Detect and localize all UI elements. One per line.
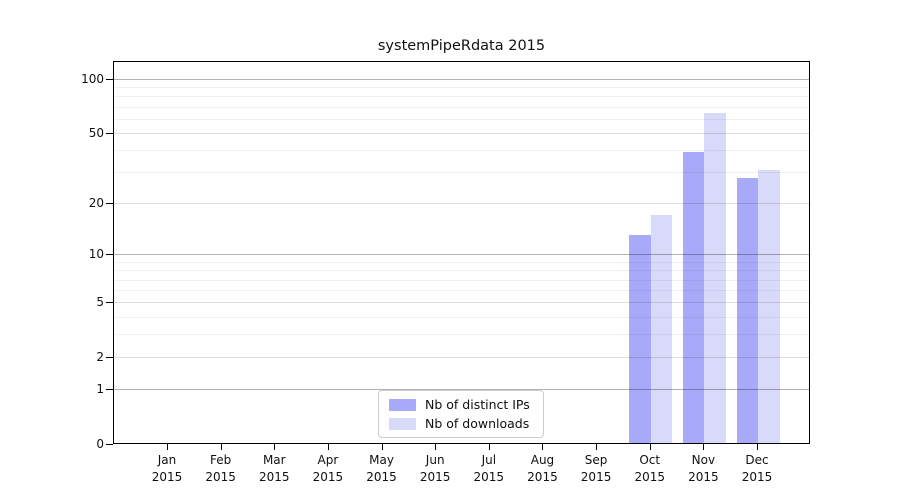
legend-item-downloads: Nb of downloads	[389, 416, 543, 431]
chart-title: systemPipeRdata 2015	[377, 38, 546, 54]
x-tick-jun	[435, 444, 437, 450]
gridline-y-3	[114, 334, 809, 336]
gridline-y-4	[114, 316, 809, 318]
gridline-y-6	[114, 290, 809, 292]
bar-downloads-nov	[704, 112, 726, 443]
x-tick-feb	[220, 444, 222, 450]
x-tick-label-sep: Sep 2015	[580, 453, 612, 484]
gridline-y-5	[114, 302, 809, 304]
y-tick-20	[106, 203, 113, 205]
y-tick-label-0: 0	[96, 437, 104, 451]
x-tick-label-nov: Nov 2015	[688, 453, 719, 484]
legend-swatch-downloads	[389, 417, 416, 430]
legend-item-distinct-ips: Nb of distinct IPs	[389, 397, 543, 412]
y-tick-1	[106, 389, 113, 391]
x-tick-label-oct: Oct 2015	[634, 453, 665, 484]
legend: Nb of distinct IPs Nb of downloads	[378, 390, 544, 438]
gridline-y-60	[114, 118, 809, 120]
gridline-y-7	[114, 279, 809, 281]
y-tick-label-50: 50	[88, 126, 104, 141]
x-tick-oct	[649, 444, 651, 450]
x-tick-label-jun: Jun 2015	[419, 453, 451, 484]
y-tick-label-2: 2	[96, 350, 104, 365]
y-tick-label-1: 1	[96, 382, 104, 397]
x-tick-may	[381, 444, 383, 450]
y-tick-label-20: 20	[88, 196, 104, 211]
gridline-y-50	[114, 133, 809, 135]
bar-distinct-ips-nov	[682, 152, 705, 443]
x-tick-label-feb: Feb 2015	[205, 453, 236, 484]
bar-downloads-oct	[650, 215, 673, 443]
x-tick-label-jan: Jan 2015	[151, 453, 183, 484]
x-tick-label-aug: Aug 2015	[527, 453, 558, 484]
gridline-y-100	[114, 79, 809, 80]
gridline-y-10	[114, 254, 809, 256]
bar-downloads-dec	[758, 169, 780, 443]
y-tick-label-10: 10	[88, 247, 104, 262]
gridline-y-40	[114, 150, 809, 152]
y-tick-5	[106, 302, 113, 304]
y-tick-50	[106, 133, 113, 135]
y-tick-10	[106, 254, 113, 256]
plot-area	[113, 61, 810, 444]
x-tick-label-may: May 2015	[366, 453, 397, 484]
x-tick-sep	[596, 444, 598, 450]
gridline-y-20	[114, 203, 809, 205]
x-tick-label-dec: Dec 2015	[741, 453, 773, 484]
gridline-y-2	[114, 357, 809, 359]
x-tick-jan	[167, 444, 168, 450]
y-tick-0	[106, 444, 113, 445]
gridline-y-8	[114, 270, 809, 272]
gridline-y-90	[114, 87, 809, 89]
y-tick-2	[106, 357, 113, 359]
x-tick-label-apr: Apr 2015	[312, 453, 344, 484]
x-tick-nov	[703, 444, 705, 450]
x-tick-jul	[488, 444, 490, 450]
gridline-y-1	[114, 389, 809, 391]
legend-label-distinct-ips: Nb of distinct IPs	[425, 397, 530, 412]
legend-label-downloads: Nb of downloads	[425, 416, 530, 431]
x-tick-mar	[274, 444, 276, 450]
legend-swatch-distinct-ips	[389, 398, 416, 411]
y-tick-label-100: 100	[81, 72, 104, 86]
gridline-y-80	[114, 96, 809, 98]
gridline-y-30	[114, 172, 809, 174]
x-tick-label-jul: Jul 2015	[473, 453, 505, 484]
x-tick-apr	[327, 444, 329, 450]
bar-distinct-ips-oct	[629, 235, 651, 443]
y-tick-label-5: 5	[96, 295, 104, 310]
bar-distinct-ips-dec	[736, 177, 758, 443]
y-tick-100	[106, 79, 113, 80]
x-tick-aug	[542, 444, 544, 450]
x-tick-label-mar: Mar 2015	[258, 453, 290, 484]
gridline-y-9	[114, 261, 809, 263]
gridline-y-70	[114, 106, 809, 108]
x-tick-dec	[757, 444, 758, 450]
